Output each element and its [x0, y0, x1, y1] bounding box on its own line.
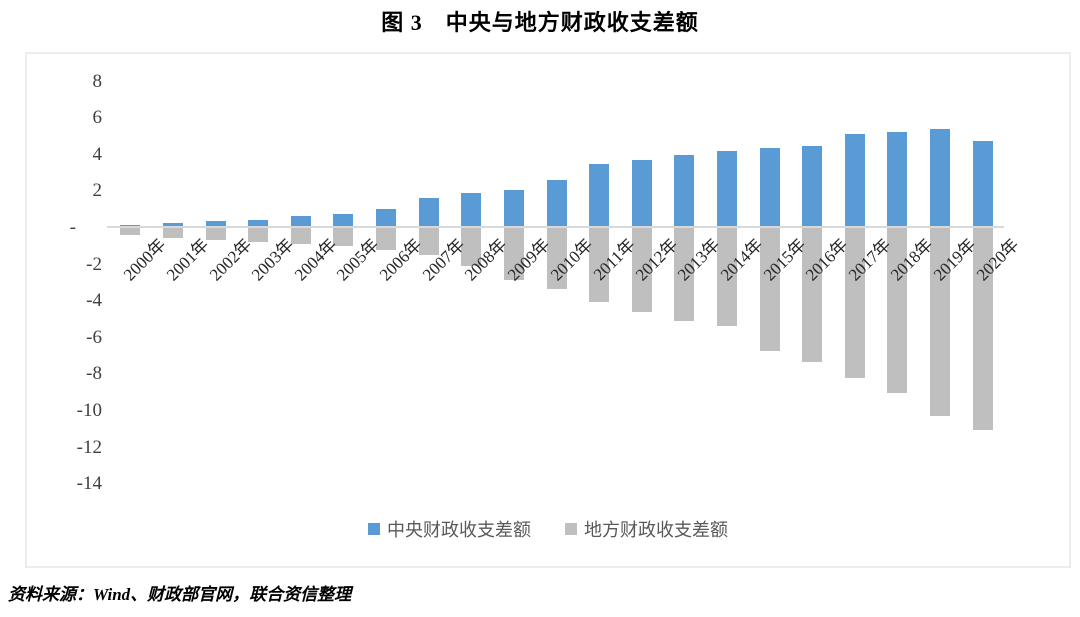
bar-central-2007年 [418, 198, 439, 228]
bar-local-2019年 [930, 228, 951, 416]
chart-title: 图 3 中央与地方财政收支差额 [381, 10, 699, 35]
bar-local-2007年 [418, 228, 439, 256]
x-axis-label-2000年: 2000年 [120, 235, 170, 285]
bar-local-2014年 [716, 228, 737, 326]
bar-local-2015年 [759, 228, 780, 352]
y-axis-tick-label: -6 [86, 326, 102, 348]
y-axis-tick-label: 2 [92, 180, 103, 202]
x-axis-label-2003年: 2003年 [248, 235, 298, 285]
bar-local-2020年 [972, 228, 993, 431]
bar-central-2008年 [461, 192, 482, 228]
bar-central-2013年 [674, 155, 695, 228]
bar-local-2002年 [205, 228, 226, 241]
bar-local-2016年 [802, 228, 823, 362]
y-axis-tick-label: -12 [76, 436, 102, 458]
y-axis-tick-label: -2 [86, 253, 102, 275]
zero-axis-line [107, 226, 1004, 228]
bar-local-2003年 [248, 228, 269, 242]
y-axis-tick-label: 4 [92, 143, 103, 165]
y-axis-tick-label: - [69, 217, 76, 238]
legend-swatch-icon [368, 523, 380, 535]
y-axis-tick-label: 6 [92, 107, 103, 129]
bar-central-2005年 [333, 213, 354, 228]
bar-local-2011年 [589, 228, 610, 302]
bar-local-2012年 [631, 228, 652, 313]
bar-local-2004年 [290, 228, 311, 244]
chart-frame: 中央财政收支差额 地方财政收支差额 8 6 4 2- -2 -4 -6 -8 -10 -12 -14 2… [25, 52, 1071, 568]
bar-central-2009年 [503, 190, 524, 228]
bar-local-2000年 [120, 228, 141, 236]
bar-local-2010年 [546, 228, 567, 289]
plot-area: 中央财政收支差额 地方财政收支差额 8 6 4 2- -2 -4 -6 -8 -10 -12 -14 2… [27, 54, 1069, 566]
bar-local-2006年 [376, 228, 397, 251]
bar-local-2008年 [461, 228, 482, 266]
bar-central-2016年 [802, 145, 823, 228]
legend-label: 中央财政收支差额 [387, 520, 531, 540]
y-axis-tick-label: 8 [92, 70, 103, 92]
legend-label: 地方财政收支差额 [584, 520, 728, 540]
bar-local-2018年 [887, 228, 908, 394]
bar-local-2013年 [674, 228, 695, 321]
bar-central-2020年 [972, 140, 993, 228]
y-axis-tick-label: -14 [76, 473, 102, 495]
legend-swatch-icon [565, 523, 577, 535]
bar-central-2019年 [930, 128, 951, 228]
y-axis-tick-label: -8 [86, 363, 102, 385]
bar-central-2010年 [546, 179, 567, 228]
bar-local-2001年 [162, 228, 183, 238]
legend-item-central: 中央财政收支差额 [368, 516, 531, 542]
x-axis-label-2002年: 2002年 [205, 235, 255, 285]
bar-central-2015年 [759, 148, 780, 228]
bar-local-2005年 [333, 228, 354, 247]
bar-central-2001年 [162, 222, 183, 228]
bar-central-2012年 [631, 159, 652, 228]
bar-central-2004年 [290, 215, 311, 228]
y-axis-tick-label: -10 [76, 400, 102, 421]
y-axis-tick-label: -4 [86, 290, 102, 312]
bar-central-2006年 [376, 208, 397, 228]
legend: 中央财政收支差额 地方财政收支差额 [27, 516, 1069, 542]
bar-central-2017年 [844, 134, 865, 228]
bar-central-2014年 [716, 151, 737, 228]
bar-central-2003年 [248, 219, 269, 228]
x-axis-label-2001年: 2001年 [162, 235, 213, 285]
bar-local-2017年 [844, 228, 865, 378]
bar-local-2009年 [503, 228, 524, 280]
source-note: 资料来源：Wind、财政部官网，联合资信整理 [8, 585, 352, 604]
bar-central-2011年 [589, 164, 610, 228]
bar-central-2018年 [887, 131, 908, 228]
legend-item-local: 地方财政收支差额 [565, 516, 728, 542]
bar-central-2002年 [205, 221, 226, 228]
